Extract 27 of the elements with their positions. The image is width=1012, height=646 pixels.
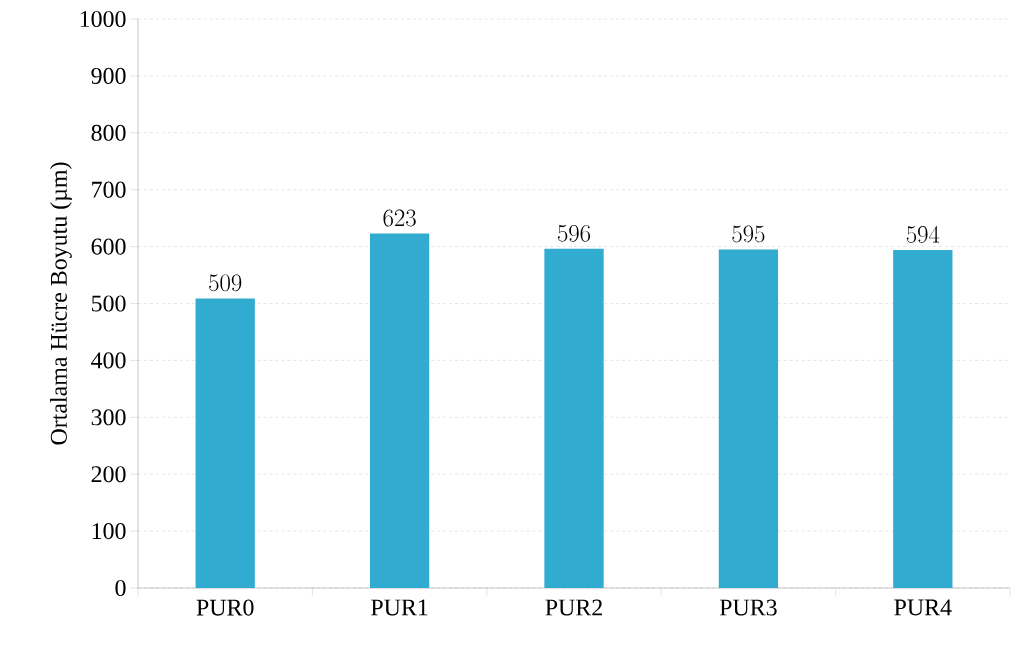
x-tick-label: PUR3 <box>719 599 777 616</box>
data-label: 595 <box>732 225 765 243</box>
data-label: 596 <box>557 224 591 242</box>
y-tick-label: 700 <box>92 181 126 198</box>
y-tick-label: 200 <box>91 466 126 483</box>
data-label: 594 <box>906 225 940 243</box>
data-label: 623 <box>383 209 416 227</box>
data-label: 509 <box>209 274 242 292</box>
y-axis-title: Ortalama Hücre Boyutu (µm) <box>50 162 72 445</box>
y-tick-label: 600 <box>91 238 126 255</box>
bar <box>893 250 953 588</box>
x-tick-label: PUR0 <box>196 599 254 616</box>
y-tick-label: 100 <box>92 523 126 540</box>
x-tick-label: PUR4 <box>894 599 952 616</box>
y-tick-label: 900 <box>91 67 126 84</box>
x-tick-label: PUR2 <box>545 599 602 616</box>
y-tick-label: 500 <box>92 295 126 312</box>
y-tick-label: 1000 <box>80 10 126 28</box>
y-tick-label: 300 <box>91 409 126 426</box>
x-tick-label: PUR1 <box>371 599 428 616</box>
bar <box>369 233 430 588</box>
bar <box>718 249 779 588</box>
y-tick-label: 0 <box>115 579 126 597</box>
y-tick-label: 400 <box>91 352 126 369</box>
y-tick-label: 800 <box>91 124 126 141</box>
bar <box>195 298 255 588</box>
bar <box>544 248 604 588</box>
